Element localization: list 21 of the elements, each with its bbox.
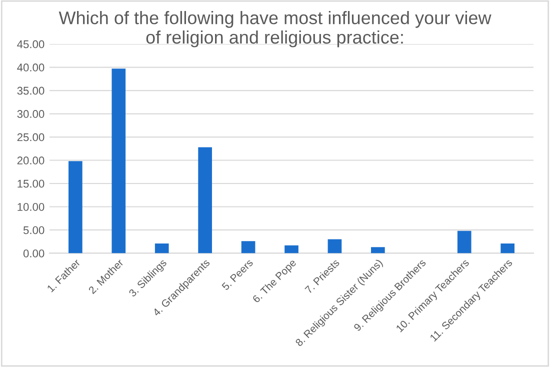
y-tick-label: 5.00 xyxy=(23,226,44,234)
y-tick-label: 40.00 xyxy=(17,64,44,72)
bar xyxy=(457,230,472,254)
bar xyxy=(500,243,514,254)
bar xyxy=(371,247,385,254)
bar xyxy=(284,245,298,254)
y-tick-label: 10.00 xyxy=(18,203,44,211)
y-tick-label: 15.00 xyxy=(18,180,44,188)
y-tick-label: 35.00 xyxy=(17,86,44,95)
bar xyxy=(154,243,169,254)
bar xyxy=(198,147,212,254)
y-tick-label: 30.00 xyxy=(17,110,44,118)
bar xyxy=(68,161,82,254)
bar xyxy=(112,68,126,254)
chart-title: Which of the following have most influenced your view of religion and religious practice: xyxy=(58,11,492,48)
y-tick-label: 25.00 xyxy=(17,133,44,142)
bar xyxy=(328,239,342,254)
y-tick-label: 20.00 xyxy=(17,156,44,164)
bar xyxy=(241,241,256,254)
y-tick-label: 45.00 xyxy=(17,40,44,48)
y-tick-label: 0.00 xyxy=(23,249,44,258)
